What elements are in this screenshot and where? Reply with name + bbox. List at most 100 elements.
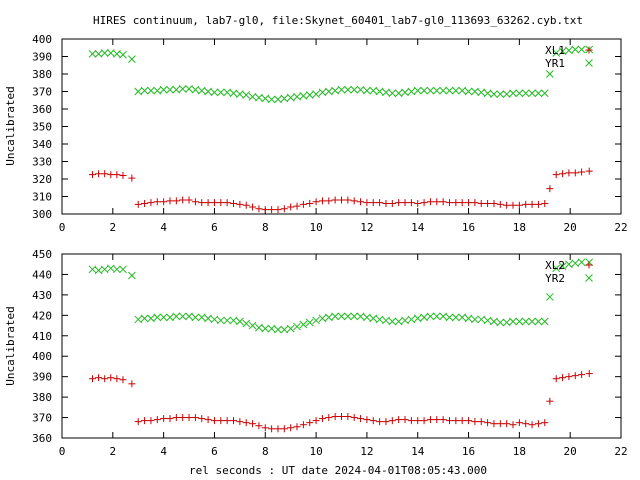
data-point — [552, 171, 560, 179]
data-point — [369, 199, 377, 207]
data-point — [407, 87, 416, 96]
data-point — [343, 312, 352, 321]
data-point — [147, 417, 155, 425]
data-point — [534, 89, 543, 98]
data-point — [318, 314, 327, 323]
data-point — [204, 199, 212, 207]
data-point — [496, 200, 504, 208]
data-point — [420, 199, 428, 207]
upper-axes: 0 2 4 6 8 10 12 14 16 18 20 22 300 310 320 330 340 350 360… — [32, 33, 628, 234]
data-point — [318, 88, 327, 97]
data-point — [382, 418, 390, 426]
data-point — [559, 374, 567, 382]
data-point — [571, 372, 579, 380]
data-point — [172, 197, 180, 205]
data-point — [502, 90, 511, 98]
data-point — [172, 414, 180, 422]
data-point — [191, 313, 200, 322]
y-tick-label: 450 — [32, 248, 52, 261]
data-point — [337, 85, 346, 94]
x-tick-label: 20 — [564, 445, 577, 458]
data-point — [426, 312, 435, 321]
x-tick-label: 2 — [110, 445, 117, 458]
lower-plot-frame — [61, 253, 622, 439]
data-point — [153, 198, 161, 206]
data-point — [236, 317, 244, 326]
data-point — [312, 417, 320, 425]
data-point — [464, 87, 473, 96]
data-point — [350, 414, 358, 422]
x-tick-label: 20 — [564, 221, 577, 234]
data-point — [160, 415, 168, 423]
data-point — [223, 199, 231, 207]
data-point — [382, 316, 390, 325]
data-point — [280, 205, 288, 213]
data-point — [293, 202, 301, 210]
data-point — [88, 50, 97, 58]
series-XL2 — [88, 370, 593, 433]
data-point — [546, 293, 554, 301]
data-point — [230, 200, 238, 207]
data-point — [433, 198, 441, 206]
data-point — [204, 314, 212, 323]
data-point — [141, 417, 149, 425]
data-point — [477, 88, 486, 97]
data-point — [388, 89, 397, 98]
data-point — [375, 87, 384, 96]
data-point — [528, 421, 536, 429]
x-tick-label: 4 — [160, 221, 167, 234]
data-point — [287, 424, 295, 432]
x-tick-label: 16 — [462, 445, 475, 458]
data-point — [223, 316, 232, 325]
data-point — [451, 86, 460, 95]
data-point — [369, 86, 378, 95]
data-point — [185, 312, 193, 321]
data-point — [248, 92, 257, 101]
data-point — [515, 419, 523, 427]
data-point — [534, 200, 542, 208]
data-point — [350, 197, 358, 205]
data-point — [242, 319, 251, 328]
y-tick-label: 350 — [32, 121, 52, 134]
data-point — [502, 318, 511, 327]
data-point — [261, 206, 269, 214]
x-tick-label: 10 — [309, 445, 322, 458]
y-tick-label: 410 — [32, 330, 52, 343]
data-point — [147, 314, 155, 323]
data-point — [426, 86, 435, 95]
data-point — [363, 416, 371, 424]
data-point — [134, 315, 143, 324]
y-tick-label: 380 — [32, 391, 52, 404]
x-tick-label: 2 — [110, 221, 117, 234]
y-tick-label: 340 — [32, 138, 52, 151]
data-point — [128, 55, 136, 63]
upper-data-points — [88, 45, 594, 214]
data-point — [420, 417, 428, 425]
data-point — [451, 313, 460, 322]
data-point — [357, 198, 365, 206]
data-point — [210, 199, 218, 207]
data-point — [134, 418, 142, 426]
data-point — [558, 47, 567, 56]
data-point — [160, 198, 168, 206]
y-tick-label: 400 — [32, 350, 52, 363]
data-point — [483, 316, 492, 325]
x-tick-label: 8 — [262, 221, 269, 234]
data-point — [299, 92, 308, 100]
data-point — [140, 86, 149, 95]
data-point — [465, 199, 473, 207]
data-point — [216, 316, 225, 325]
data-point — [571, 45, 580, 54]
data-point — [471, 418, 479, 426]
data-point — [185, 196, 193, 204]
data-point — [375, 315, 384, 324]
data-point — [119, 172, 127, 179]
data-point — [395, 416, 403, 424]
data-point — [565, 46, 573, 55]
data-point — [464, 314, 473, 323]
data-point — [577, 258, 586, 267]
data-point — [286, 93, 295, 102]
